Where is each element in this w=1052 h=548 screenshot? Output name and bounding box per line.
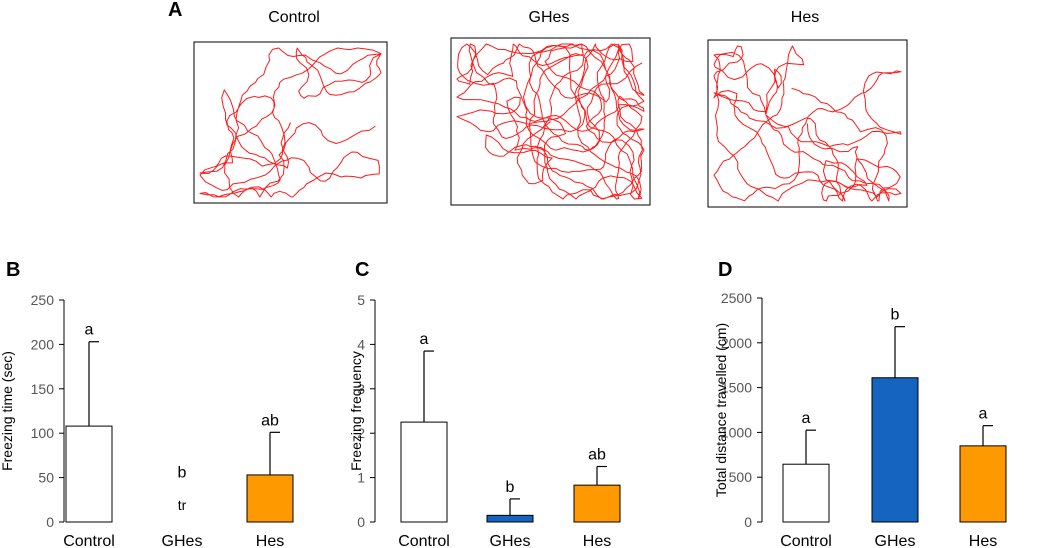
movement-trace-ghes — [456, 43, 645, 200]
significance-letter: a — [802, 410, 811, 427]
panel-d-chart: D 0 500 1000 1500 2000 2500 Total distance tra… — [713, 259, 1007, 548]
panel-b-chart: B 0 50 100 150 200 250 Freezing time (sec) a Con… — [0, 259, 294, 548]
x-category-label: GHes — [490, 533, 531, 548]
y-tick-label: 0 — [744, 514, 752, 530]
x-category-label: Hes — [583, 533, 611, 548]
y-tick-label: 1 — [357, 470, 365, 486]
y-axis-label: Freezing frequency — [348, 351, 364, 471]
y-tick-label: 2500 — [721, 290, 752, 306]
y-tick-label: 1500 — [721, 380, 752, 396]
y-tick-label: 200 — [31, 336, 55, 352]
significance-letter: b — [178, 465, 187, 482]
bar-control — [782, 463, 830, 523]
x-category-label: Control — [63, 533, 115, 548]
y-tick-label: 3 — [357, 381, 365, 397]
track-title-control: Control — [268, 9, 320, 26]
bar-control — [65, 425, 113, 523]
x-category-label: Control — [398, 533, 450, 548]
y-tick-label: 150 — [31, 381, 55, 397]
y-tick-label: 0 — [357, 514, 365, 530]
track-title-ghes: GHes — [529, 9, 570, 26]
panel-a: A Control GHes Hes — [168, 0, 908, 208]
significance-letter: ab — [588, 447, 606, 464]
significance-letter: b — [506, 479, 515, 496]
panel-a-label: A — [168, 0, 182, 21]
bar-hes — [959, 445, 1007, 523]
y-tick-label: 500 — [729, 469, 753, 485]
significance-letter: a — [979, 406, 988, 423]
y-tick-label: 2000 — [721, 335, 752, 351]
y-tick-label: 2 — [357, 425, 365, 441]
x-category-label: Control — [780, 533, 832, 548]
significance-letter: b — [891, 307, 900, 324]
panel-b-label: B — [6, 259, 20, 281]
movement-trace-control — [199, 47, 382, 198]
significance-letter: a — [85, 322, 94, 339]
panel-c-chart: C 0 1 2 3 4 5 Freezing frequency a Control b GHes a… — [348, 259, 621, 548]
y-tick-label: 100 — [31, 425, 55, 441]
y-axis-label: Freezing time (sec) — [0, 351, 15, 471]
y-tick-label: 0 — [46, 514, 54, 530]
movement-trace-hes — [713, 45, 902, 202]
y-tick-label: 4 — [357, 336, 365, 352]
y-axis-label: Total distance travelled (cm) — [713, 323, 729, 497]
y-tick-label: 250 — [31, 292, 55, 308]
significance-letter: a — [420, 331, 429, 348]
x-category-label: Hes — [256, 533, 284, 548]
bar-ghes — [486, 514, 534, 523]
track-title-hes: Hes — [791, 9, 819, 26]
y-tick-label: 1000 — [721, 424, 752, 440]
y-tick-label: 5 — [357, 292, 365, 308]
trace-amount-label: tr — [178, 497, 187, 513]
panel-c-label: C — [355, 259, 369, 281]
x-category-label: Hes — [969, 533, 997, 548]
bar-hes — [246, 474, 294, 523]
bar-hes — [573, 484, 621, 523]
x-category-label: GHes — [162, 533, 203, 548]
bar-ghes — [871, 377, 919, 523]
x-category-label: GHes — [875, 533, 916, 548]
bar-control — [400, 421, 448, 523]
panel-d-label: D — [718, 259, 732, 281]
significance-letter: ab — [261, 412, 279, 429]
y-tick-label: 50 — [38, 470, 54, 486]
